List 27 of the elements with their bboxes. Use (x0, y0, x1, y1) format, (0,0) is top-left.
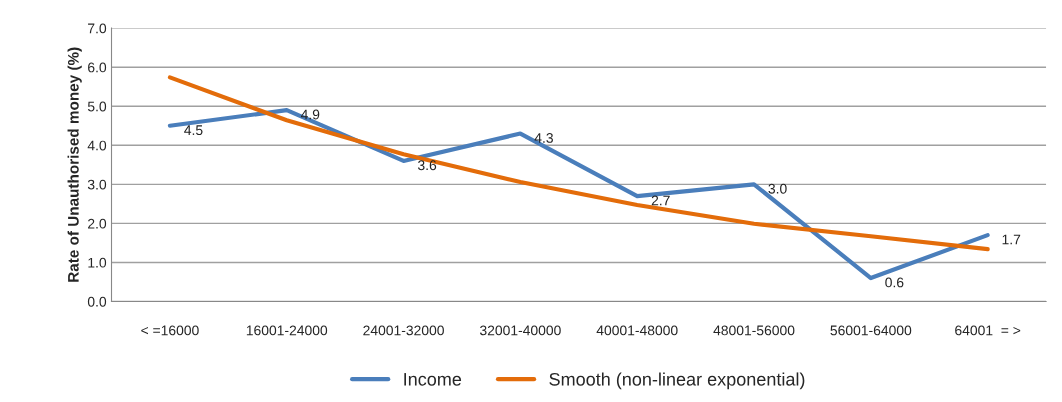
data-label: 3.6 (417, 160, 437, 171)
x-tick-label: 16001-24000 (246, 325, 328, 336)
data-label: 3.0 (768, 183, 787, 194)
text: 2.0 (88, 218, 107, 229)
data-label: 1.7 (1002, 234, 1021, 245)
text: 6.0 (88, 62, 107, 73)
text: 5.0 (87, 101, 107, 112)
data-label: 2.7 (651, 195, 670, 206)
y-axis-title: Rate of Unauthorised money (%) (67, 47, 82, 282)
text: 0.0 (87, 296, 107, 307)
x-tick-label: 48001-56000 (713, 325, 795, 336)
x-tick-label: 32001-40000 (479, 325, 561, 336)
data-label: 4.5 (184, 125, 203, 136)
legend-label: Income (404, 373, 462, 386)
text: 1.0 (88, 257, 107, 268)
x-tick-label: 40001-48000 (596, 325, 678, 336)
legend-label: Smooth (non-linear exponential) (549, 372, 805, 390)
x-tick-label: 24001-32000 (363, 325, 444, 336)
data-label: 0.6 (885, 277, 904, 288)
text: 4.0 (87, 140, 107, 151)
text: 3.0 (87, 179, 107, 190)
data-label: 4.9 (300, 109, 320, 120)
x-tick-label: < =16000 (141, 325, 199, 336)
x-tick-label: 56001-64000 (830, 325, 912, 336)
text: 7.0 (88, 23, 107, 34)
data-label: 4.3 (534, 133, 553, 143)
x-tick-label: 64001 = > (955, 325, 1021, 336)
